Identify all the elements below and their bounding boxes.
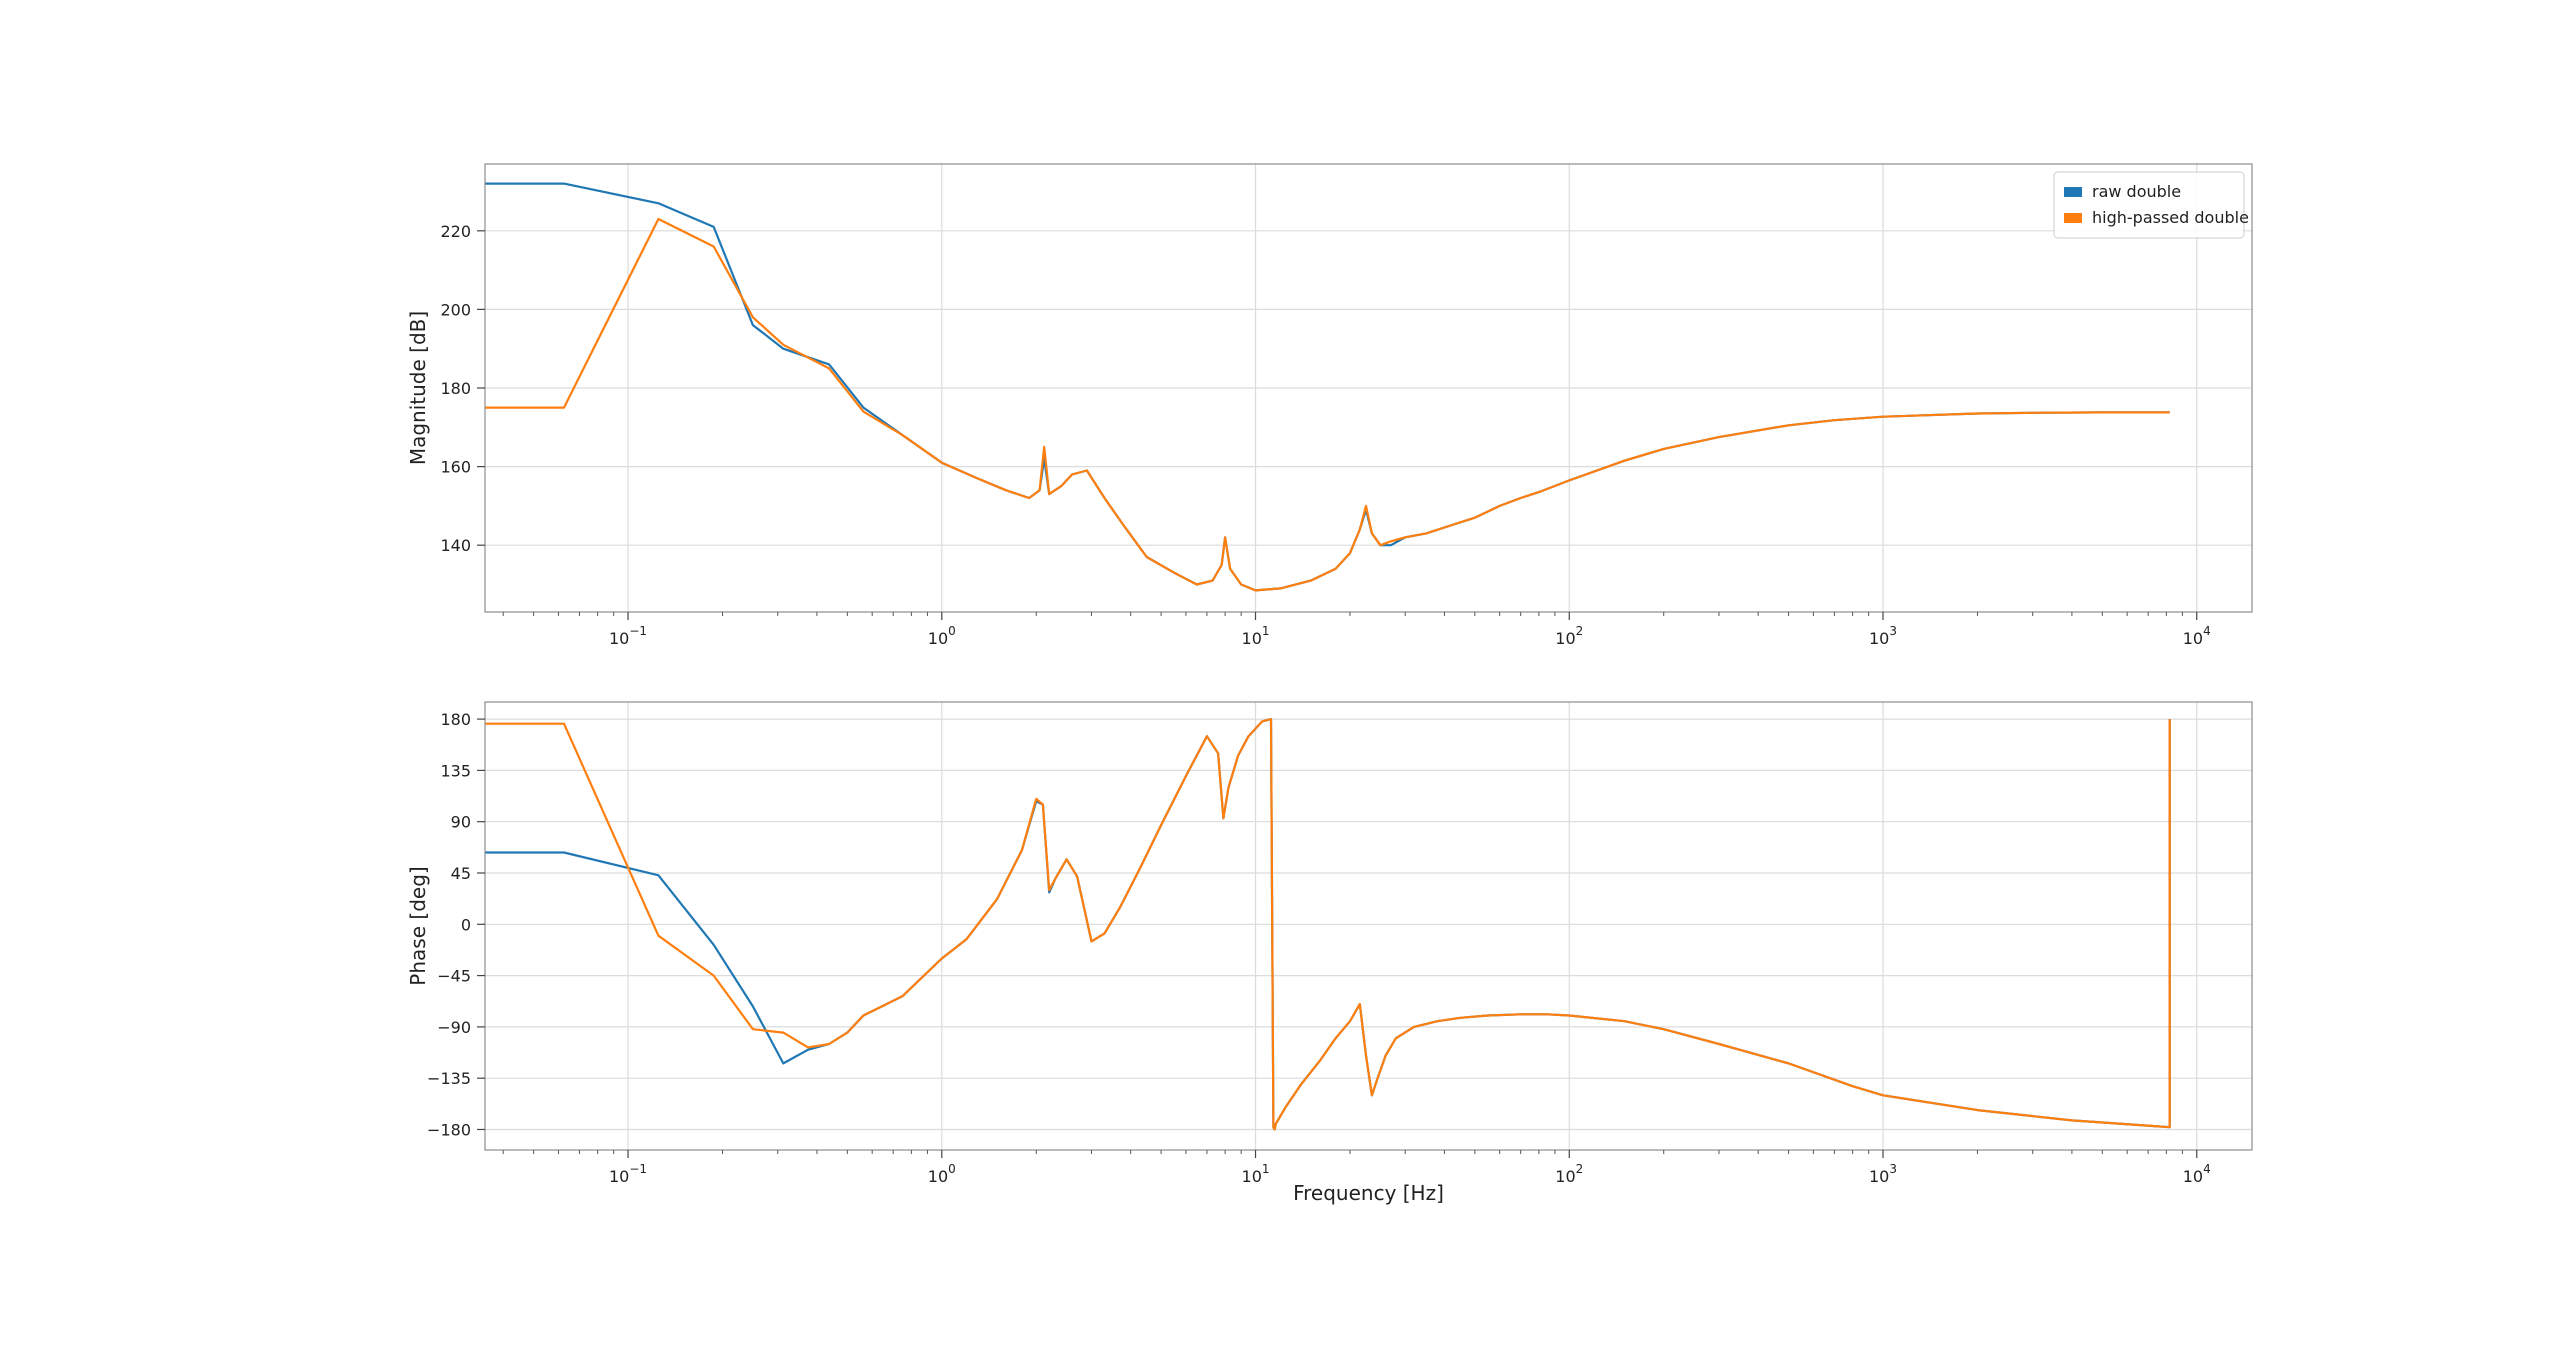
legend: raw double high-passed double	[2053, 171, 2249, 239]
axes-frame	[484, 701, 2253, 1151]
series-group	[485, 717, 2171, 1131]
phase-panel: 10−1 100 101 102 103 104 −180 −135 −90 −45 0 45 90 13…	[406, 701, 2253, 1205]
x-tick-label: 101	[1242, 624, 1270, 648]
series-line-1	[485, 217, 2170, 592]
y-tick-label: −180	[427, 1120, 471, 1139]
y-tick-label: −90	[437, 1018, 471, 1037]
x-tick-label: 102	[1555, 624, 1583, 648]
magnitude-panel: 10−1 100 101 102 103 104 140 160 180 200 220 Magnit…	[406, 163, 2253, 648]
y-axis-label: Phase [deg]	[406, 866, 430, 985]
y-tick-label: 140	[440, 536, 471, 555]
x-tick-label: 10−1	[609, 1162, 647, 1186]
y-tick-label: 0	[461, 915, 471, 934]
y-tick-label: 180	[440, 379, 471, 398]
legend-label-0: raw double	[2092, 182, 2181, 201]
grid-lines	[485, 164, 2252, 612]
legend-swatch-1	[2064, 213, 2082, 223]
legend-box	[2053, 171, 2245, 239]
series-line-0	[485, 182, 2170, 592]
x-tick-label: 104	[2183, 1162, 2211, 1186]
y-tick-label: −135	[427, 1069, 471, 1088]
y-tick-label: 180	[440, 710, 471, 729]
y-axis-label: Magnitude [dB]	[406, 311, 430, 465]
y-tick-label: 160	[440, 458, 471, 477]
x-tick-label: 101	[1242, 1162, 1270, 1186]
y-tick-label: 135	[440, 761, 471, 780]
x-tick-label: 104	[2183, 624, 2211, 648]
y-tick-label: −45	[437, 967, 471, 986]
series-line-1	[485, 717, 2171, 1131]
series-group	[485, 182, 2170, 592]
grid-lines	[485, 702, 2252, 1150]
y-tick-label: 45	[451, 864, 471, 883]
x-axis-label: Frequency [Hz]	[1293, 1181, 1444, 1205]
y-tick-label: 200	[440, 300, 471, 319]
x-tick-label: 10−1	[609, 624, 647, 648]
x-tick-label: 102	[1555, 1162, 1583, 1186]
y-tick-label: 220	[440, 222, 471, 241]
legend-swatch-0	[2064, 187, 2082, 197]
legend-label-1: high-passed double	[2092, 208, 2249, 227]
x-tick-label: 103	[1869, 1162, 1897, 1186]
y-tick-label: 90	[451, 813, 471, 832]
x-tick-label: 100	[928, 624, 956, 648]
x-tick-label: 100	[928, 1162, 956, 1186]
x-tick-label: 103	[1869, 624, 1897, 648]
